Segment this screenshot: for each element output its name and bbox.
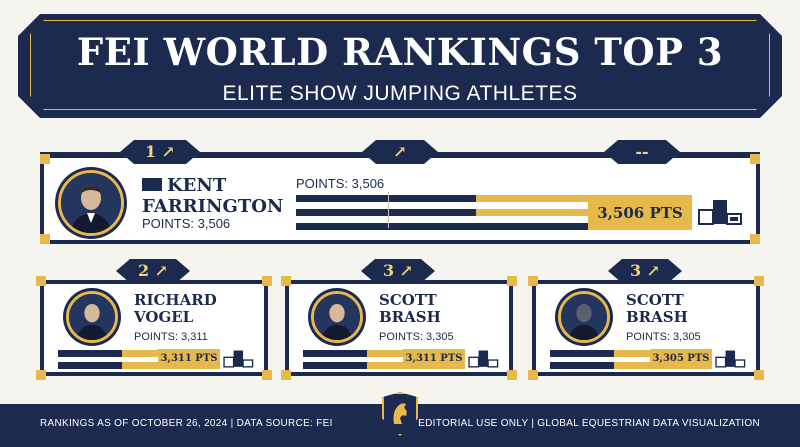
athlete-name: RICHARD VOGEL bbox=[134, 291, 217, 327]
header-frame bbox=[30, 20, 770, 110]
corner-accent bbox=[754, 276, 764, 286]
points-badge: 3,506 PTS bbox=[588, 196, 692, 230]
rank-tab: 3 ↗ bbox=[361, 259, 435, 283]
trend-tab: ↗ bbox=[362, 140, 438, 164]
athlete-avatar bbox=[58, 170, 124, 236]
athlete-name: SCOTT BRASH bbox=[626, 291, 688, 327]
podium-icon bbox=[715, 350, 746, 368]
podium-icon bbox=[468, 350, 499, 368]
corner-accent bbox=[281, 276, 291, 286]
corner-accent bbox=[36, 276, 46, 286]
page-subtitle: ELITE SHOW JUMPING ATHLETES bbox=[222, 82, 578, 105]
athlete-points: POINTS: 3,506 bbox=[142, 216, 231, 231]
footer-note: EDITORIAL USE ONLY | GLOBAL EQUESTRIAN D… bbox=[418, 418, 760, 429]
change-tab: -- bbox=[604, 140, 680, 164]
rank-tab: 2 ↗ bbox=[116, 259, 190, 283]
corner-accent bbox=[528, 276, 538, 286]
corner-accent bbox=[36, 370, 46, 380]
athlete-name: KENT FARRINGTON bbox=[142, 175, 284, 217]
chart-points-label: POINTS: 3,506 bbox=[296, 176, 385, 191]
corner-accent bbox=[262, 276, 272, 286]
eu-flag-icon bbox=[142, 177, 162, 191]
athlete-avatar bbox=[66, 291, 118, 343]
athlete-points: POINTS: 3,305 bbox=[626, 331, 701, 343]
bar-marker bbox=[388, 192, 389, 228]
podium-icon bbox=[698, 200, 742, 225]
points-badge: 3,305 PTS bbox=[650, 349, 712, 369]
corner-accent bbox=[262, 370, 272, 380]
corner-accent bbox=[528, 370, 538, 380]
points-bar bbox=[296, 209, 692, 216]
corner-accent bbox=[40, 154, 50, 164]
page-title: FEI WORLD RANKINGS TOP 3 bbox=[76, 30, 724, 74]
footer-source: RANKINGS AS OF OCTOBER 26, 2024 | DATA S… bbox=[40, 418, 333, 429]
corner-accent bbox=[281, 370, 291, 380]
points-bar-fill bbox=[476, 195, 692, 202]
corner-accent bbox=[507, 370, 517, 380]
podium-icon bbox=[223, 350, 254, 368]
corner-accent bbox=[750, 154, 760, 164]
header-banner bbox=[18, 14, 782, 118]
corner-accent bbox=[40, 234, 50, 244]
athlete-name: SCOTT BRASH bbox=[379, 291, 441, 327]
athlete-points: POINTS: 3,305 bbox=[379, 331, 454, 343]
rank-tab: 3 ↗ bbox=[608, 259, 682, 283]
athlete-avatar bbox=[558, 291, 610, 343]
points-bar-fill bbox=[476, 209, 692, 216]
corner-accent bbox=[750, 234, 760, 244]
points-bar bbox=[296, 195, 692, 202]
athlete-points: POINTS: 3,311 bbox=[134, 331, 208, 343]
corner-accent bbox=[754, 370, 764, 380]
athlete-avatar bbox=[311, 291, 363, 343]
points-bar bbox=[296, 223, 692, 230]
corner-accent bbox=[507, 276, 517, 286]
points-badge: 3,311 PTS bbox=[403, 349, 465, 369]
rank-tab: 1 ↗ bbox=[120, 140, 200, 164]
points-badge: 3,311 PTS bbox=[158, 349, 220, 369]
